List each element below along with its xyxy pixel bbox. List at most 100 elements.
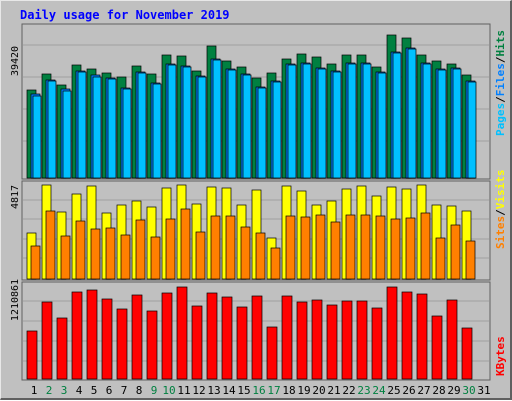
pages-bar: [32, 95, 42, 179]
kbytes-bar: [101, 298, 113, 380]
pages-bar: [62, 90, 72, 179]
x-tick-label: 17: [267, 384, 280, 397]
panel-top: 39420 Pages/Files/Hits: [10, 23, 507, 180]
sites-bar: [45, 210, 56, 280]
sites-bar: [360, 214, 371, 280]
sites-bar: [315, 214, 326, 280]
sites-bar: [225, 215, 236, 280]
x-tick-label: 8: [136, 384, 143, 397]
legend-text: Sites/Visits: [494, 170, 507, 250]
panel-middle-legend: Sites/Visits: [494, 170, 507, 250]
sites-bar: [255, 232, 266, 280]
legend-item-pages: Pages: [494, 103, 507, 136]
x-tick-label: 13: [207, 384, 220, 397]
x-tick-label: 14: [222, 384, 236, 397]
x-tick-label: 5: [91, 384, 98, 397]
x-tick-label: 19: [297, 384, 310, 397]
x-tick-label: 30: [462, 384, 475, 397]
pages-bar: [407, 48, 417, 179]
panel-middle-bars: [26, 184, 476, 280]
sites-bar: [345, 214, 356, 280]
x-tick-label: 21: [327, 384, 340, 397]
panel-middle: 4817 Sites/Visits: [10, 170, 507, 281]
panel-top-legend: Pages/Files/Hits: [494, 30, 507, 136]
pages-bar: [332, 71, 342, 179]
pages-bar: [467, 81, 477, 179]
pages-bar: [257, 87, 267, 179]
x-tick-label: 28: [432, 384, 445, 397]
kbytes-bar: [191, 305, 203, 380]
x-tick-label: 27: [417, 384, 430, 397]
x-tick-label: 10: [162, 384, 175, 397]
panel-bottom-legend: KBytes: [494, 336, 507, 376]
sites-bar: [105, 227, 116, 280]
pages-bar: [392, 52, 402, 179]
pages-bar: [422, 63, 432, 179]
sites-bar: [30, 245, 41, 280]
sites-bar: [390, 218, 401, 280]
kbytes-bar: [176, 286, 188, 380]
sites-bar: [435, 237, 446, 280]
kbytes-bar: [221, 296, 233, 380]
kbytes-bar: [41, 301, 53, 380]
x-tick-label: 18: [282, 384, 295, 397]
pages-bar: [452, 68, 462, 179]
sites-bar: [195, 231, 206, 280]
pages-bar: [287, 64, 297, 179]
x-tick-label: 4: [76, 384, 83, 397]
legend-item-visits: Visits: [494, 170, 507, 210]
pages-bar: [47, 80, 57, 179]
kbytes-bar: [296, 301, 308, 380]
kbytes-bar: [326, 304, 338, 380]
sites-bar: [120, 234, 131, 280]
x-tick-label: 9: [151, 384, 158, 397]
x-axis-day-labels: 1 2 3 4 5 6 7 8 9 10 11 12 13 14 15 16 17 18 19 20 21 22 23 24 2…: [31, 384, 491, 397]
sites-bar: [450, 224, 461, 280]
kbytes-bar: [431, 315, 443, 380]
kbytes-bar: [86, 289, 98, 380]
kbytes-bar: [71, 291, 83, 380]
pages-bar: [437, 69, 447, 179]
sites-bar: [60, 235, 71, 280]
sites-bar: [210, 215, 221, 280]
panel-bottom-bars: [26, 286, 473, 380]
kbytes-bar: [236, 306, 248, 380]
pages-bar: [362, 63, 372, 179]
kbytes-bar: [161, 292, 173, 380]
x-tick-label: 7: [121, 384, 128, 397]
kbytes-bar: [446, 299, 458, 380]
x-tick-label: 1: [31, 384, 38, 397]
pages-bar: [167, 64, 177, 179]
kbytes-bar: [311, 299, 323, 380]
x-tick-label: 23: [357, 384, 370, 397]
kbytes-bar: [266, 326, 278, 380]
kbytes-bar: [356, 300, 368, 380]
x-tick-label: 6: [106, 384, 113, 397]
x-tick-label: 11: [177, 384, 190, 397]
kbytes-bar: [371, 307, 383, 380]
pages-bar: [137, 72, 147, 179]
panel-bottom-max-label: 1210861: [10, 279, 21, 321]
x-tick-label: 20: [312, 384, 325, 397]
kbytes-bar: [386, 286, 398, 380]
pages-bar: [272, 81, 282, 179]
sites-bar: [75, 220, 86, 280]
pages-bar: [377, 72, 387, 179]
legend-text: KBytes: [494, 336, 507, 376]
sites-bar: [285, 215, 296, 280]
kbytes-bar: [416, 293, 428, 380]
kbytes-bar: [401, 291, 413, 380]
legend-separator: /: [494, 96, 507, 103]
pages-bar: [182, 66, 192, 179]
sites-bar: [180, 208, 191, 280]
sites-bar: [90, 228, 101, 280]
panel-middle-max-label: 4817: [10, 185, 21, 209]
sites-bar: [330, 221, 341, 280]
pages-bar: [302, 63, 312, 179]
x-tick-label: 2: [46, 384, 53, 397]
pages-bar: [152, 83, 162, 179]
kbytes-bar: [116, 308, 128, 380]
legend-separator: /: [494, 56, 507, 63]
panel-top-max-label: 39420: [10, 46, 21, 76]
